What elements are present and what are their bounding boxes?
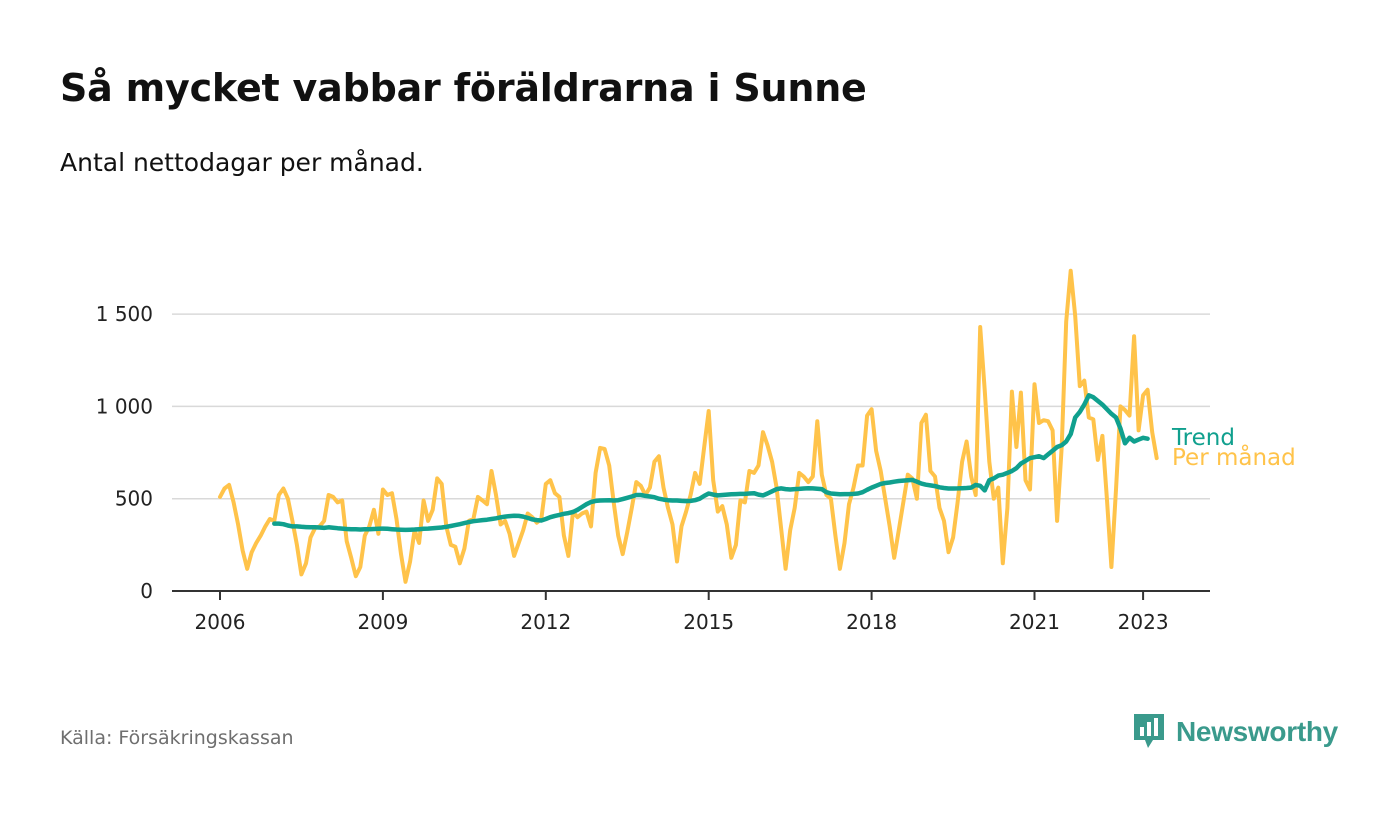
chart-subtitle: Antal nettodagar per månad. — [60, 148, 424, 177]
y-tick-label: 1 500 — [96, 302, 153, 326]
chart-title: Så mycket vabbar föräldrarna i Sunne — [60, 66, 867, 110]
series-lines — [218, 268, 1159, 584]
monthly-series-line — [218, 268, 1159, 584]
brand-icon-bar — [1147, 722, 1151, 736]
y-tick-label: 500 — [115, 487, 153, 511]
brand-icon-bar — [1154, 718, 1158, 736]
y-axis-labels: 0 500 1 000 1 500 — [96, 302, 153, 603]
x-tick-label: 2021 — [1009, 610, 1060, 634]
x-axis-ticks: 2006 2009 2012 2015 2018 2021 2023 — [195, 591, 1169, 634]
x-tick-label: 2009 — [357, 610, 408, 634]
legend-label-trend: Trend — [1171, 425, 1235, 451]
y-tick-label: 1 000 — [96, 394, 153, 418]
legend-label-per-month: Per månad — [1172, 443, 1296, 471]
source-note: Källa: Försäkringskassan — [60, 727, 294, 749]
y-tick-label: 0 — [140, 579, 153, 603]
x-tick-label: 2006 — [195, 610, 246, 634]
x-tick-label: 2012 — [520, 610, 571, 634]
trend-series-line — [272, 393, 1150, 533]
x-tick-label: 2018 — [846, 610, 897, 634]
brand-icon-bar — [1140, 727, 1144, 736]
brand-logo[interactable]: Newsworthy — [1132, 712, 1338, 752]
x-tick-label: 2023 — [1118, 610, 1169, 634]
brand-name: Newsworthy — [1176, 716, 1338, 747]
x-tick-label: 2015 — [683, 610, 734, 634]
bar-chart-bubble-icon — [1134, 714, 1164, 748]
